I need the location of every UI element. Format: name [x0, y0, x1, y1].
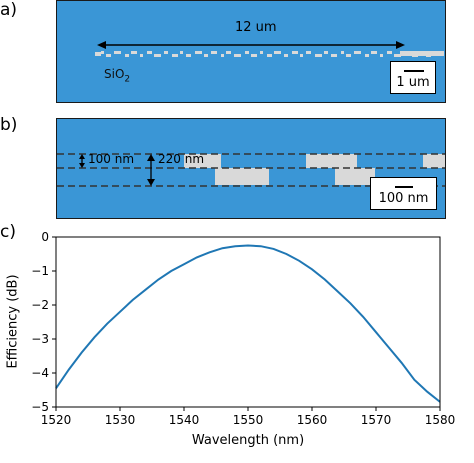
grating-tooth	[267, 54, 272, 57]
grating-tooth	[221, 54, 224, 57]
y-axis-label: Efficiency (dB)	[5, 274, 21, 369]
length-arrow-right-head	[396, 41, 405, 49]
efficiency-curve	[55, 244, 441, 403]
grating-tooth	[172, 54, 178, 57]
grating-tooth	[341, 51, 344, 54]
waveguide-output	[400, 51, 444, 56]
silicon-tooth	[423, 154, 445, 168]
grating-tooth	[147, 51, 152, 54]
grating-tooth	[251, 54, 257, 57]
panel-a-scale-label: 1 um	[396, 75, 430, 90]
grating-tooth	[284, 54, 288, 57]
panel-b-cross-section: 100 nm 220 nm 100 nm	[56, 118, 446, 219]
grating-tooth	[387, 51, 392, 54]
x-tick-label: 1520	[41, 413, 72, 427]
thickness-label: 220 nm	[158, 152, 205, 166]
grating-tooth	[292, 51, 298, 54]
grating-tooth	[204, 54, 208, 57]
panel-a-label: a)	[0, 0, 18, 20]
y-tick-label: −5	[31, 400, 49, 414]
grating-tooth	[245, 51, 249, 54]
grating-tooth	[106, 54, 111, 57]
panel-a-scale-bar	[404, 70, 424, 72]
grating-tooth	[365, 54, 369, 57]
grating-tooth	[260, 51, 263, 54]
grating-tooth	[324, 51, 328, 54]
thickness-arrow-head-down	[147, 179, 155, 186]
etch-depth-arrow-head-up	[79, 154, 85, 159]
grating-tooth	[140, 54, 143, 57]
grating-tooth	[114, 51, 121, 54]
y-tick-label: −1	[31, 264, 49, 278]
x-tick-label: 1580	[425, 413, 456, 427]
length-arrow-left-head	[97, 41, 106, 49]
etch-depth-label: 100 nm	[88, 152, 135, 166]
grating-tooth	[164, 51, 168, 54]
x-axis-label: Wavelength (nm)	[191, 433, 305, 448]
panel-c-label: c)	[0, 222, 16, 242]
grating-tooth	[274, 51, 281, 54]
grating-tooth	[331, 54, 337, 57]
grating-tooth	[306, 51, 311, 54]
grating-tooth	[180, 51, 183, 54]
thickness-arrow-head-up	[147, 154, 155, 161]
grating-tooth	[154, 54, 161, 57]
panel-a-scale-box: 1 um	[390, 61, 436, 94]
y-tick-label: −4	[31, 366, 49, 380]
grating-tooth	[315, 54, 322, 57]
grating-tooth	[195, 51, 202, 54]
grating-waveguide	[95, 51, 444, 57]
grating-tooth	[354, 51, 361, 54]
grating-tooth	[101, 51, 104, 54]
grating-tooth	[371, 51, 377, 54]
y-tick-label: −2	[31, 298, 49, 312]
length-annotation: 12 um	[235, 20, 277, 35]
silicon-tooth	[335, 168, 375, 185]
x-tick-label: 1540	[169, 413, 200, 427]
panel-b-scale-bar	[395, 186, 413, 188]
grating-tooth	[226, 51, 231, 54]
panel-a-structure	[95, 41, 444, 57]
x-tick-label: 1530	[105, 413, 136, 427]
grating-tooth	[234, 54, 241, 57]
grating-tooth	[125, 54, 129, 57]
grating-tooth	[346, 54, 351, 57]
silicon-tooth	[215, 168, 269, 185]
x-tick-label: 1560	[297, 413, 328, 427]
plot-frame	[55, 236, 441, 408]
x-tick-label: 1570	[361, 413, 392, 427]
grating-tooth	[300, 54, 303, 57]
panel-a-cross-section: 12 um SiO2 1 um	[56, 0, 446, 103]
panel-b-label: b)	[0, 115, 18, 135]
silicon-tooth	[184, 154, 221, 168]
etch-depth-arrow-head-down	[79, 163, 85, 168]
y-tick-label: −3	[31, 332, 49, 346]
material-subscript: 2	[124, 74, 131, 85]
panel-b-scale-label: 100 nm	[378, 191, 429, 206]
grating-tooth	[131, 51, 137, 54]
material-label: SiO2	[104, 67, 130, 84]
silicon-tooth	[306, 154, 357, 168]
panel-b-scale-box: 100 nm	[370, 177, 437, 210]
grating-tooth	[380, 54, 383, 57]
material-base: SiO	[104, 67, 125, 81]
grating-tooth	[211, 51, 217, 54]
grating-tooth	[186, 54, 191, 57]
y-tick-label: 0	[41, 230, 49, 244]
grating-tooth	[394, 54, 401, 57]
x-tick-label: 1550	[233, 413, 264, 427]
